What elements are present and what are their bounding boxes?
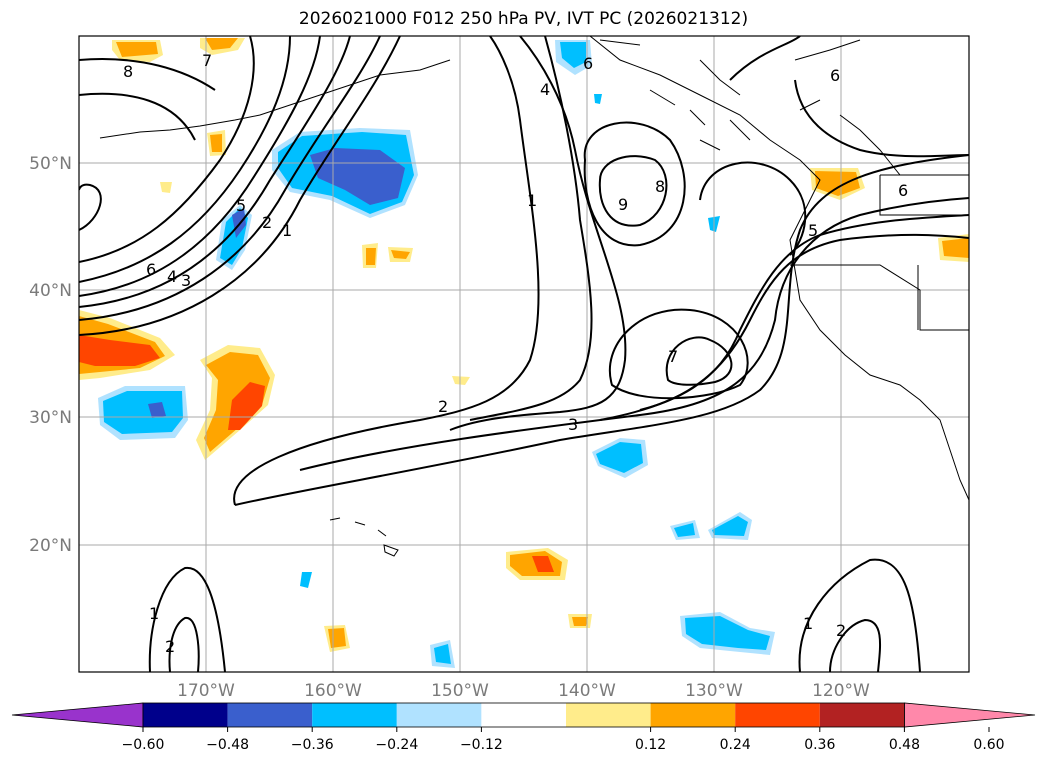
lon-label: 130°W [685,681,743,701]
contour-label: 6 [583,54,593,73]
contour-label: 1 [282,221,292,240]
colorbar-outline [142,702,905,728]
lat-label: 50°N [29,154,72,174]
contour-label: 4 [167,267,177,286]
lat-label: 20°N [29,536,72,556]
graticule [79,36,969,672]
lat-label: 30°N [29,408,72,428]
colorbar-extend-high [904,702,1036,728]
colorbar-tick-label: 0.36 [804,737,835,753]
lat-label: 40°N [29,281,72,301]
contour-label: 3 [568,415,578,434]
colorbar-tick-label: 0.12 [635,737,666,753]
lon-label: 140°W [558,681,616,701]
colorbar-bin [650,703,736,727]
coastlines [99,36,969,557]
contour-label: 6 [898,181,908,200]
contour-label: 2 [836,621,846,640]
lon-label: 120°W [812,681,870,701]
contour-label: 5 [236,196,246,215]
colorbar-bin [143,703,228,727]
map-title: 2026021000 F012 250 hPa PV, IVT PC (2026… [298,9,749,29]
colorbar-tick-label: −0.24 [375,737,418,753]
ivt-contours [79,36,969,672]
contour-label: 7 [668,347,678,366]
colorbar-tick-label: −0.12 [460,737,503,753]
map-panel: 8 7 6 5 4 3 2 1 6 4 3 2 1 9 8 7 3 2 1 2 … [79,36,969,672]
contour-label: 1 [527,191,537,210]
lon-label: 150°W [431,681,489,701]
colorbar: −0.60 −0.48 −0.36 −0.24 −0.12 0.12 0.24 0.36 0.4… [11,702,1036,753]
colorbar-tick-label: 0.24 [720,737,751,753]
lat-labels: 50°N 40°N 30°N 20°N [29,154,72,556]
colorbar-tick-label: 0.48 [889,737,920,753]
colorbar-bin [227,703,313,727]
colorbar-tick-label: −0.48 [206,737,249,753]
pv-positive-anomalies [79,38,969,652]
contour-label: 6 [146,260,156,279]
contour-label: 1 [149,604,159,623]
pv-negative-anomalies [98,40,775,668]
colorbar-bin [566,703,651,727]
lon-labels: 170°W 160°W 150°W 140°W 130°W 120°W [177,681,870,701]
contour-label: 2 [438,397,448,416]
contour-label: 7 [202,51,212,70]
map-frame [78,35,970,673]
contour-label: 5 [808,221,818,240]
contour-label: 8 [123,62,133,81]
contour-label: 8 [655,177,665,196]
contour-label: 3 [181,271,191,290]
contour-label: 9 [618,195,628,214]
colorbar-bin [481,703,566,727]
colorbar-tick-label: 0.60 [973,737,1004,753]
colorbar-extend-low [11,702,144,728]
contour-label: 6 [830,66,840,85]
colorbar-bin [312,703,397,727]
contour-label: 2 [165,637,175,656]
lon-label: 160°W [304,681,362,701]
contour-label: 1 [803,614,813,633]
lon-label: 170°W [177,681,235,701]
colorbar-bin [396,703,482,727]
contour-label: 2 [262,213,272,232]
colorbar-bin [735,703,820,727]
contour-labels: 8 7 6 5 4 3 2 1 6 4 3 2 1 9 8 7 3 2 1 2 … [123,51,908,656]
colorbar-tick-label: −0.60 [122,737,165,753]
colorbar-bin [819,703,905,727]
contour-label: 4 [540,80,550,99]
colorbar-tick-label: −0.36 [291,737,334,753]
